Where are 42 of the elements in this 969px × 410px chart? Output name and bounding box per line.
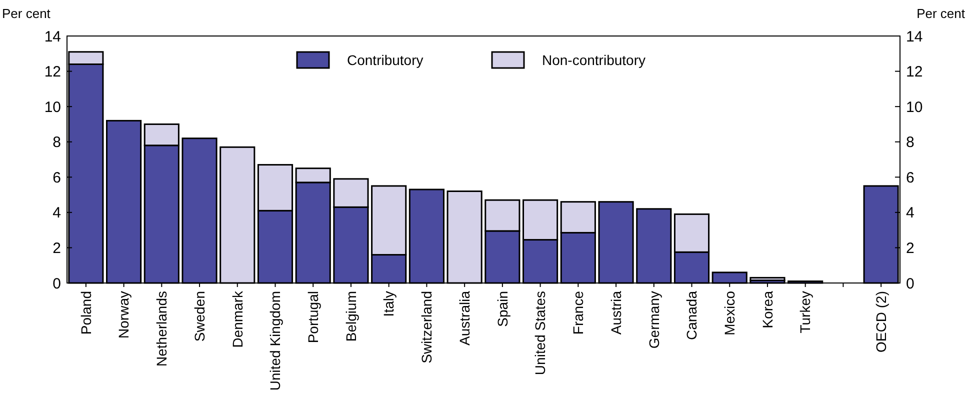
y-tick-label: 4 — [52, 204, 61, 222]
x-tick-label: Korea — [759, 290, 776, 328]
legend-label: Contributory — [347, 52, 424, 68]
y-tick-label: 10 — [44, 98, 61, 116]
y2-tick-label: 14 — [906, 28, 923, 46]
x-tick-label: Sweden — [191, 291, 208, 342]
legend-label: Non-contributory — [542, 52, 646, 68]
x-tick-label: Italy — [380, 291, 397, 317]
x-tick-label: Turkey — [797, 291, 814, 334]
bar — [750, 276, 786, 282]
x-tick-label: Belgium — [342, 291, 359, 342]
y2-axis-title: Per cent — [916, 6, 966, 21]
x-tick-label: United Kingdom — [267, 291, 284, 391]
x-tick-label: Switzerland — [418, 291, 435, 364]
x-tick-label: Germany — [646, 291, 662, 349]
y-tick-label: 8 — [52, 134, 61, 152]
y2-tick-label: 4 — [906, 204, 914, 222]
x-tick-label: Poland — [78, 291, 94, 335]
y2-tick-label: 8 — [906, 134, 914, 152]
x-tick-label: Norway — [116, 291, 132, 338]
x-tick-label: OECD (2) — [872, 291, 889, 352]
y2-tick-label: 10 — [906, 98, 923, 116]
y-tick-label: 6 — [52, 169, 61, 186]
x-tick-label: United States — [532, 291, 548, 376]
y-tick-label: 0 — [52, 275, 61, 292]
y2-tick-label: 2 — [906, 240, 914, 257]
y-tick-label: 12 — [44, 64, 61, 81]
x-tick-label: Mexico — [722, 290, 738, 336]
x-tick-label: Spain — [494, 291, 510, 327]
x-tick-label: Portugal — [305, 291, 322, 344]
y2-tick-label: 6 — [906, 169, 914, 186]
y2-tick-label: 12 — [906, 64, 923, 81]
x-tick-label: Australia — [456, 290, 472, 346]
x-tick-label: Austria — [608, 290, 624, 335]
x-tick-label: Canada — [684, 290, 700, 340]
y-tick-label: 2 — [52, 240, 61, 257]
x-tick-label: Netherlands — [154, 291, 170, 366]
x-tick-label: Denmark — [229, 290, 246, 348]
x-tick-label: France — [570, 290, 586, 335]
y-tick-label: 14 — [44, 28, 61, 46]
y2-tick-label: 0 — [906, 275, 914, 292]
y-axis-title: Per cent — [2, 6, 51, 21]
